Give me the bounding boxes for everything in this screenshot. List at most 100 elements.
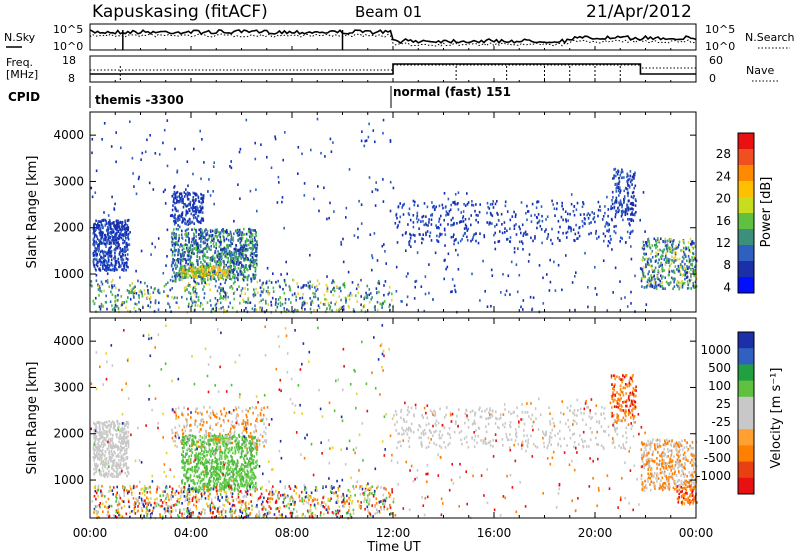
power-pixel [283,307,285,310]
velocity-pixel [218,468,220,472]
power-pixel [665,254,667,257]
power-pixel [627,194,629,198]
power-pixel [195,211,197,215]
power-pixel [239,197,241,200]
velocity-pixel [214,440,217,444]
power-pixel [662,275,664,278]
power-pixel [579,213,582,216]
power-pixel [286,272,288,276]
power-pixel [203,254,206,258]
velocity-pixel [236,459,239,462]
power-pixel [363,144,366,148]
velocity-pixel [127,420,129,424]
power-pixel [662,254,664,258]
power-pixel [135,292,138,295]
power-pixel [116,238,118,241]
velocity-pixel [208,483,211,487]
beam-title: Beam 01 [355,3,422,21]
nave-tick-top: 60 [709,54,723,67]
power-pixel [119,232,121,236]
power-pixel [102,305,104,308]
velocity-pixel [105,430,107,433]
power-pixel [205,266,208,269]
power-pixel [190,265,193,269]
power-pixel [513,247,516,250]
velocity-pixel [95,468,97,472]
power-pixel [522,299,525,302]
power-pixel [420,220,422,223]
power-pixel [194,267,196,270]
power-pixel [194,268,197,272]
power-pixel [246,278,249,282]
power-pixel [189,255,192,259]
power-pixel [201,263,204,266]
power-pixel [341,306,344,309]
power-pixel [202,288,204,291]
power-pixel [238,228,241,232]
power-pixel [102,267,105,271]
power-pixel [250,262,252,265]
velocity-pixel [94,462,96,466]
power-pixel [172,204,174,207]
power-pixel [111,195,113,199]
power-pixel [491,222,493,225]
power-pixel [370,298,372,301]
power-pixel [181,199,184,202]
power-pixel [392,186,395,190]
nave-label: Nave [746,64,774,77]
power-pixel [135,192,138,196]
power-pixel [187,202,190,206]
velocity-pixel [99,456,101,459]
power-pixel [504,200,507,204]
power-pixel [255,308,258,312]
power-pixel [382,131,384,135]
power-pixel [109,268,112,272]
power-pixel [95,233,97,237]
power-pixel [399,202,401,205]
power-pixel [178,218,181,221]
power-pixel [595,229,597,233]
power-pixel [213,239,215,243]
power-pixel [379,302,382,306]
velocity-pixel [193,482,196,485]
power-pixel [629,170,632,173]
power-pixel [507,237,509,241]
velocity-pixel [241,436,244,439]
velocity-pixel [113,469,116,473]
power-pixel [660,281,663,285]
power-pixel [222,290,225,293]
velocity-pixel [92,456,95,459]
power-pixel [290,301,292,304]
power-pixel [171,240,173,244]
power-pixel [211,259,214,262]
power-pixel [647,278,649,282]
power-pixel [208,178,210,181]
velocity-pixel [98,426,101,429]
power-pixel [236,276,238,280]
velocity-pixel [115,445,117,449]
power-pixel [252,293,255,297]
velocity-pixel [227,451,230,454]
power-pixel [235,252,238,256]
power-pixel [478,210,481,214]
power-pixel [251,228,253,232]
power-pixel [682,282,685,285]
power-pixel [545,228,547,231]
power-pixel [120,255,122,258]
power-pixel [174,264,176,267]
power-pixel [570,202,573,206]
power-pixel [687,283,689,286]
velocity-pixel [187,478,189,482]
power-pixel [93,230,95,233]
power-pixel [669,282,671,285]
power-pixel [237,267,240,270]
power-pixel [253,277,255,280]
power-pixel [219,268,221,271]
velocity-pixel [223,486,226,489]
power-pixel [279,304,282,307]
power-pixel [412,214,415,217]
power-pixel [247,258,249,261]
velocity-pixel [100,459,103,462]
power-pixel [218,245,221,249]
power-pixel [194,290,197,293]
